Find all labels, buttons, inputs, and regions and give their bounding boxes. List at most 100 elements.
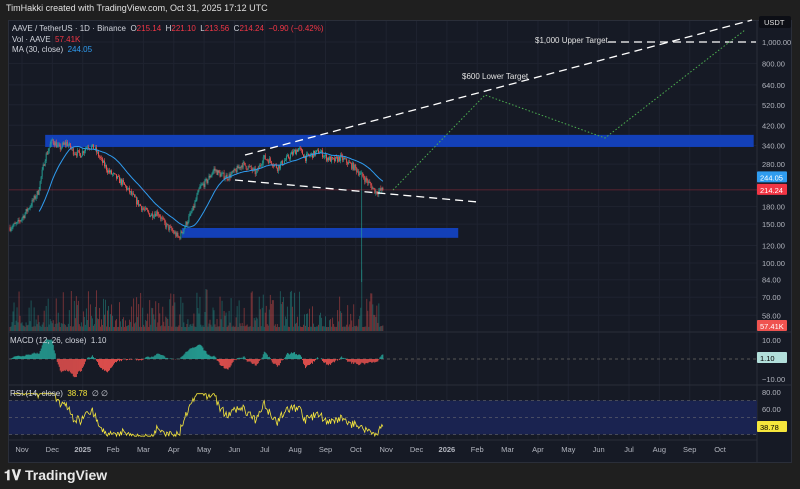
candle-body: [284, 159, 286, 161]
candle-body: [381, 187, 383, 191]
volume-bar: [76, 305, 78, 331]
candle-body: [365, 177, 367, 182]
candle-body: [145, 207, 147, 210]
candle-body: [122, 180, 124, 185]
volume-bar: [291, 306, 293, 331]
volume-bar: [24, 326, 26, 331]
candle-body: [291, 152, 293, 155]
volume-bar: [198, 313, 200, 331]
candle-body: [157, 211, 159, 215]
macd-histogram-bar: [367, 359, 369, 364]
candle-body: [289, 154, 291, 159]
volume-bar: [289, 291, 291, 331]
volume-bar: [257, 326, 259, 331]
macd-histogram-bar: [288, 354, 290, 359]
volume-bar: [304, 314, 305, 331]
volume-bar: [123, 317, 125, 331]
macd-histogram-bar: [331, 359, 333, 364]
candle-body: [361, 172, 363, 174]
volume-bar: [161, 325, 163, 331]
macd-histogram-bar: [323, 359, 325, 363]
volume-bar: [335, 326, 337, 331]
candle-body: [54, 142, 56, 146]
macd-histogram-bar: [237, 358, 239, 359]
candle-body: [66, 141, 68, 147]
candle-body: [100, 157, 101, 158]
macd-histogram-bar: [308, 359, 309, 366]
chart-frame[interactable]: [8, 20, 792, 463]
price-tick: 640.00: [762, 81, 785, 90]
macd-histogram-bar: [307, 359, 308, 366]
candle-body: [170, 226, 172, 228]
candle-body: [77, 150, 79, 151]
candle-body: [347, 162, 349, 165]
volume-bar: [294, 323, 296, 331]
volume-bar: [93, 324, 95, 331]
volume-bar: [177, 326, 179, 331]
candle-body: [357, 171, 359, 173]
volume-bar: [343, 326, 345, 331]
volume-bar: [267, 325, 269, 331]
volume-bar: [143, 324, 145, 331]
volume-bar: [47, 298, 49, 331]
rsi-tick: 60.00: [762, 405, 781, 414]
macd-histogram-bar: [216, 359, 218, 361]
candle-body: [138, 200, 140, 206]
candle-body: [353, 162, 355, 171]
candle-body: [363, 176, 365, 179]
volume-bar: [247, 326, 249, 331]
volume-bar: [40, 326, 42, 331]
candle-body: [251, 168, 253, 171]
time-tick: 2026: [439, 445, 456, 454]
candle-body: [124, 182, 126, 185]
candle-body: [69, 143, 71, 149]
candle-body: [316, 150, 317, 152]
candle-body: [339, 156, 341, 161]
candle-body: [10, 228, 12, 231]
macd-histogram-bar: [284, 356, 286, 359]
volume-bar: [22, 325, 24, 331]
macd-histogram-bar: [378, 359, 380, 360]
macd-histogram-bar: [137, 359, 139, 360]
macd-histogram-bar: [362, 359, 364, 363]
macd-histogram-bar: [250, 359, 252, 363]
macd-histogram-bar: [356, 359, 358, 364]
macd-histogram-bar: [147, 356, 149, 359]
volume-bar: [79, 326, 81, 331]
macd-histogram-bar: [81, 359, 83, 368]
volume-bar: [220, 319, 222, 331]
macd-histogram-bar: [170, 358, 172, 359]
macd-histogram-bar: [321, 358, 322, 359]
volume-bar: [23, 325, 25, 331]
candle-body: [285, 156, 287, 160]
volume-bar: [246, 324, 248, 331]
volume-bar: [223, 311, 225, 331]
price-tick: 280.00: [762, 160, 785, 169]
volume-bar: [33, 307, 35, 331]
candle-body: [204, 179, 206, 187]
macd-histogram-bar: [183, 354, 185, 359]
macd-histogram-bar: [37, 353, 39, 359]
time-tick: Jul: [260, 445, 270, 454]
candle-body: [126, 186, 128, 190]
time-tick: Aug: [288, 445, 301, 454]
volume-bar: [243, 307, 245, 331]
candle-body: [11, 227, 13, 229]
volume-bar: [124, 326, 126, 331]
volume-bar: [331, 326, 333, 331]
macd-histogram-bar: [343, 357, 345, 359]
candle-body: [24, 213, 26, 218]
volume-bar: [369, 301, 371, 331]
candle-body: [209, 175, 211, 178]
volume-bar: [19, 315, 21, 331]
volume-bar: [89, 304, 91, 331]
volume-bar: [344, 326, 346, 331]
volume-bar: [245, 325, 247, 331]
volume-bar: [106, 326, 107, 331]
candle-body: [217, 170, 219, 175]
volume-bar: [73, 300, 75, 331]
volume-bar: [56, 323, 58, 331]
ma-line: [38, 145, 384, 228]
candle-body: [28, 208, 30, 210]
